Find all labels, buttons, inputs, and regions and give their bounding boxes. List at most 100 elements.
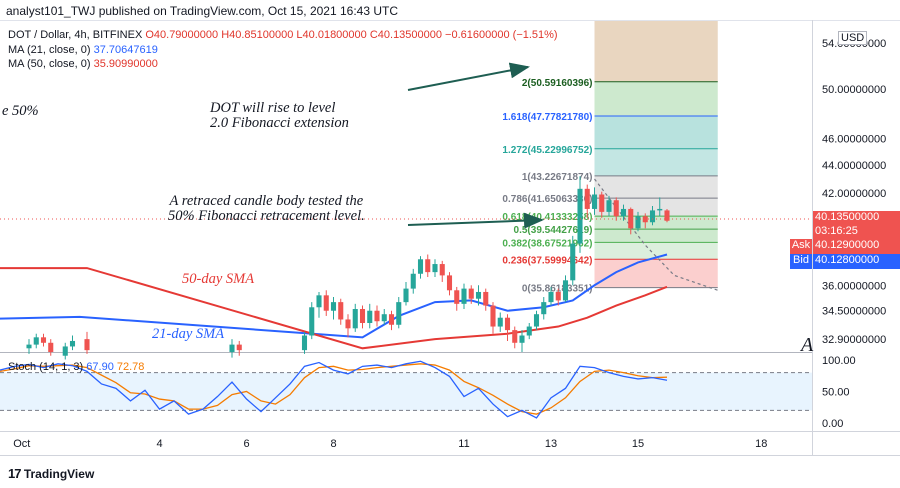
candle-body xyxy=(584,188,590,209)
candle xyxy=(541,297,547,320)
time-tick-label: 13 xyxy=(545,438,557,450)
candle-body xyxy=(454,290,460,304)
candle xyxy=(562,275,569,303)
fibonacci-extension[interactable]: 2(50.59160396) 1.618(47.77821780) 1.272(45… xyxy=(502,21,718,295)
countdown-badge: 03:16:25 xyxy=(813,225,900,239)
fib-level-label: 1.618(47.77821780) xyxy=(502,112,592,123)
cut-off-annotation: e 50% xyxy=(2,103,39,119)
publisher-line: analyst101_TWJ published on TradingView.… xyxy=(6,4,398,18)
price-axis[interactable]: 54.0000000050.0000000046.0000000044.0000… xyxy=(822,38,886,346)
rise-annotation-line: DOT will rise to level xyxy=(210,100,336,116)
ma21-label: MA (21, close, 0) xyxy=(8,43,91,56)
candle-body xyxy=(512,330,518,343)
time-tick-label: 18 xyxy=(755,438,767,450)
stochastic-lines xyxy=(0,360,668,419)
candle xyxy=(323,290,329,316)
fib-level-label: 2(50.59160396) xyxy=(522,78,593,89)
candle xyxy=(374,305,380,327)
candle-body xyxy=(620,208,627,217)
sma21-annotation: 21-day SMA xyxy=(152,326,225,342)
candle-body xyxy=(330,302,337,311)
candle-body xyxy=(613,200,619,217)
candle-body xyxy=(642,216,648,223)
candle xyxy=(454,286,460,311)
candle xyxy=(62,342,68,360)
symbol-label[interactable]: DOT / Dollar, 4h, BITFINEX xyxy=(8,29,143,41)
candle-body xyxy=(461,288,467,304)
candle xyxy=(309,302,315,340)
fib-zone xyxy=(594,242,718,260)
candle-body xyxy=(229,344,235,352)
candle-body xyxy=(374,310,380,322)
time-axis[interactable]: Oct 4 6 8 11 13 15 18 xyxy=(13,438,767,450)
retrace-arrow xyxy=(407,212,544,229)
candle xyxy=(345,314,351,338)
stoch-tick-label: 0.00 xyxy=(822,418,843,430)
candle-body xyxy=(570,243,576,281)
candle xyxy=(84,331,90,354)
candle xyxy=(657,197,663,217)
stoch-tick-label: 50.00 xyxy=(822,387,850,399)
tradingview-logo[interactable]: 17 TradingView xyxy=(8,466,94,481)
candle-body xyxy=(338,302,344,320)
candle-body xyxy=(323,295,329,311)
candle-body xyxy=(403,288,409,303)
ma21-row[interactable]: MA (21, close, 0) 37.70647619 xyxy=(8,43,558,58)
candle xyxy=(649,206,656,226)
fib-level-label: 0.5(39.54427619) xyxy=(514,225,593,236)
candle xyxy=(338,298,344,325)
candle xyxy=(403,281,409,306)
price-tick-label: 50.00000000 xyxy=(822,84,886,96)
rise-annotation: DOT will rise to level 2.0 Fibonacci ext… xyxy=(210,101,349,131)
candle-body xyxy=(591,194,598,209)
candle xyxy=(229,339,235,358)
candle-body xyxy=(490,305,496,327)
rise-annotation-line: 2.0 Fibonacci extension xyxy=(210,115,349,131)
time-tick-label: 6 xyxy=(243,438,249,450)
price-tick-label: 34.50000000 xyxy=(822,306,886,318)
candle xyxy=(577,176,583,253)
candle-body xyxy=(475,291,482,299)
candle xyxy=(461,283,467,310)
bottom-border xyxy=(0,455,900,456)
fib-zone xyxy=(594,21,718,82)
candle xyxy=(417,256,424,279)
stoch-k-value: 67.90 xyxy=(86,361,114,373)
candle xyxy=(555,288,561,306)
candle-body xyxy=(352,309,358,329)
price-tick-label: 46.00000000 xyxy=(822,134,886,146)
candle-body xyxy=(657,208,663,211)
candle xyxy=(613,197,619,221)
candle-body xyxy=(381,314,387,322)
stoch-d-value: 72.78 xyxy=(116,361,145,373)
candle xyxy=(533,310,540,331)
candle-body xyxy=(410,273,416,289)
fib-projection-line xyxy=(594,178,718,291)
ma50-value: 35.90990000 xyxy=(93,58,158,70)
time-axis-separator xyxy=(0,431,900,432)
candle-body xyxy=(468,288,474,299)
candle xyxy=(236,340,242,356)
candle xyxy=(432,259,438,278)
ma50-line xyxy=(0,267,668,350)
candle-body xyxy=(606,200,612,212)
last-price-badge: 40.13500000 xyxy=(813,211,900,226)
fib-level-label: 0.382(38.67521962) xyxy=(502,238,592,249)
sma50-annotation: 50-day SMA xyxy=(182,271,255,287)
candle xyxy=(504,314,511,341)
candle-body xyxy=(497,317,503,327)
main-legend: DOT / Dollar, 4h, BITFINEX O40.79000000 … xyxy=(8,28,558,72)
candle xyxy=(316,291,322,318)
currency-badge[interactable]: USD xyxy=(838,31,868,45)
stoch-legend[interactable]: Stoch (14, 1, 3) 67.90 72.78 xyxy=(8,361,144,373)
fib-zone xyxy=(594,229,718,243)
candle xyxy=(410,268,416,294)
candle-body xyxy=(439,264,445,276)
candle xyxy=(396,297,402,329)
candle xyxy=(330,297,337,320)
symbol-row: DOT / Dollar, 4h, BITFINEX O40.79000000 … xyxy=(8,28,558,43)
candle-body xyxy=(62,346,68,356)
stoch-label: Stoch (14, 1, 3) xyxy=(8,361,84,373)
ma50-row[interactable]: MA (50, close, 0) 35.90990000 xyxy=(8,57,558,72)
